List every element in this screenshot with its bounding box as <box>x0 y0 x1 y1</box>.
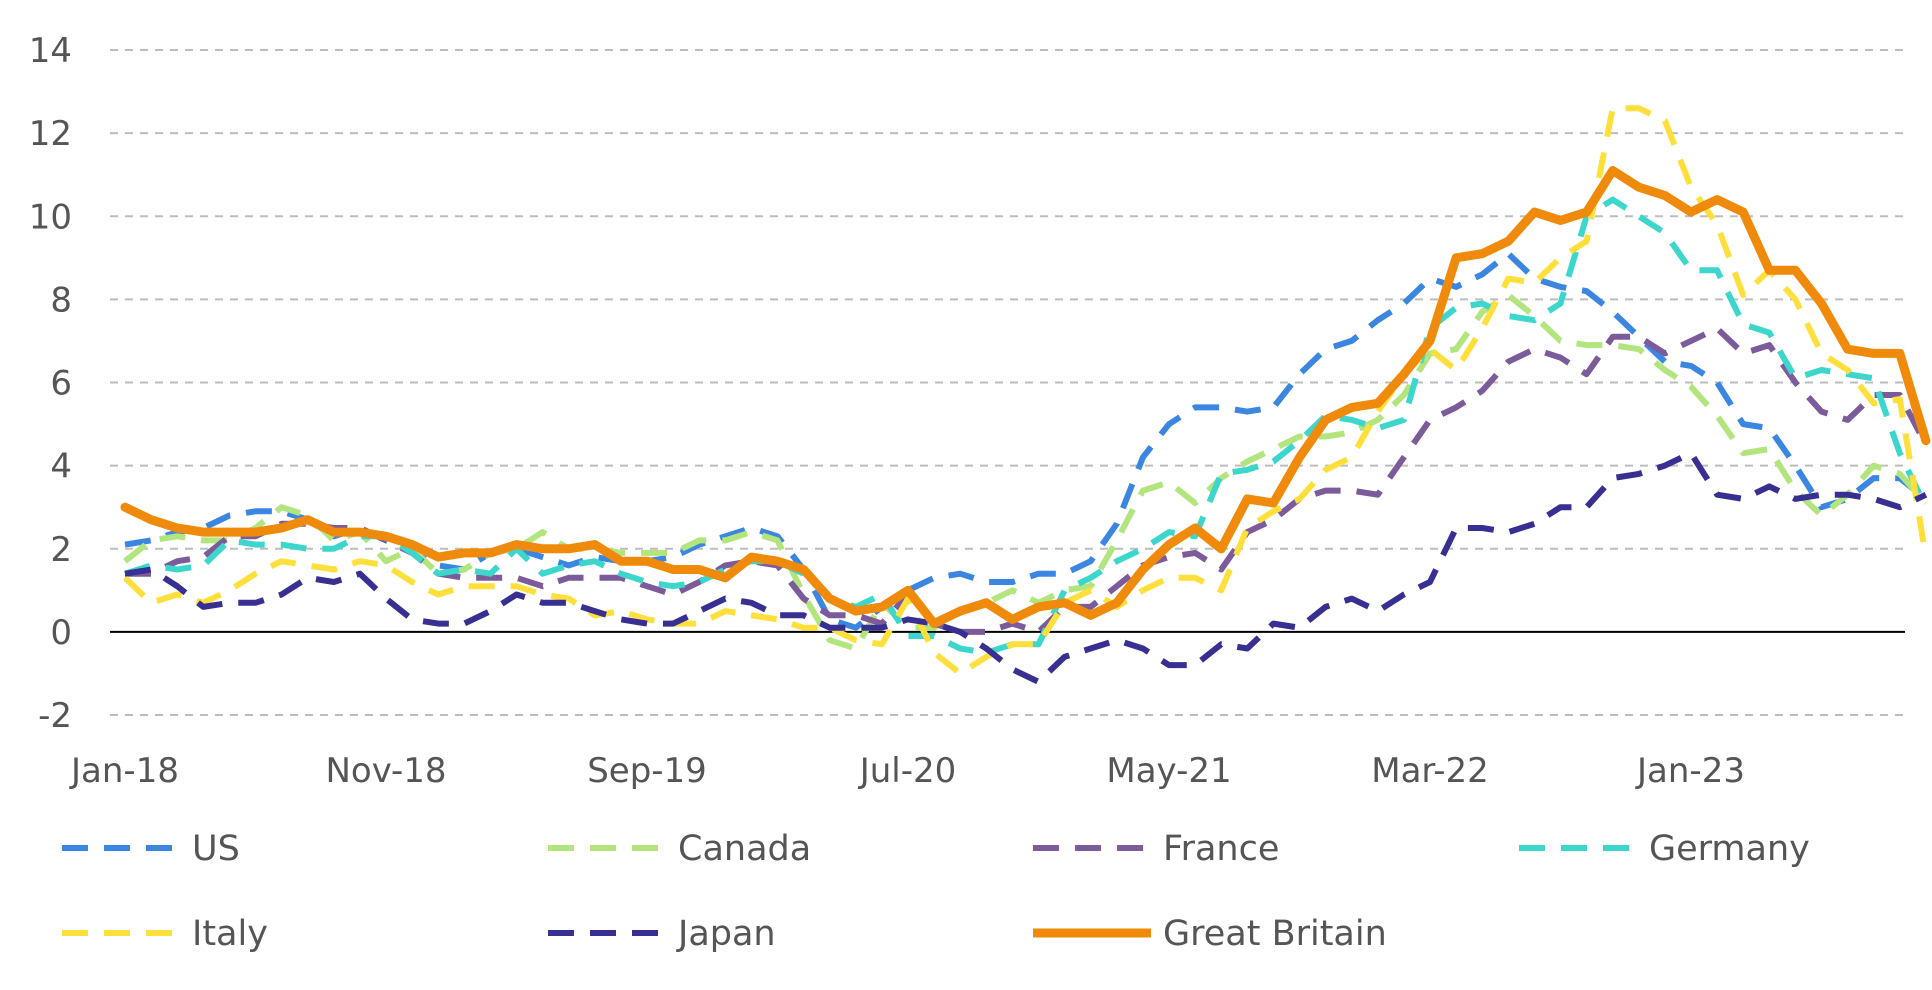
legend-item-italy: Italy <box>62 914 268 954</box>
y-tick-label: 14 <box>29 31 72 71</box>
x-tick-label: Jan-23 <box>1635 751 1745 791</box>
legend-label: France <box>1163 829 1279 869</box>
legend-label: Germany <box>1649 829 1810 869</box>
series-line-france <box>125 325 1929 635</box>
legend-label: Japan <box>676 914 776 954</box>
y-tick-label: 2 <box>50 530 72 570</box>
y-tick-label: 10 <box>29 197 72 237</box>
y-tick-label: 0 <box>50 613 72 653</box>
y-tick-label: -2 <box>38 696 72 736</box>
x-tick-label: Mar-22 <box>1371 751 1489 791</box>
legend-item-japan: Japan <box>548 914 776 954</box>
x-tick-label: Sep-19 <box>587 751 707 791</box>
series-line-italy <box>122 105 1929 677</box>
legend-item-us: US <box>62 829 240 869</box>
y-tick-label: 4 <box>50 447 72 487</box>
y-tick-label: 8 <box>50 280 72 320</box>
y-axis: -2 0 2 4 6 8 10 12 14 <box>29 31 72 736</box>
legend-item-canada: Canada <box>548 829 811 869</box>
series-lines <box>120 105 1931 685</box>
x-axis: Jan-18 Nov-18 Sep-19 Jul-20 May-21 Mar-22 Jan-… <box>69 751 1745 791</box>
series-line-japan <box>124 450 1928 685</box>
legend-label: US <box>192 829 240 869</box>
x-tick-label: Jan-18 <box>69 751 179 791</box>
x-tick-label: May-21 <box>1106 751 1231 791</box>
legend-item-germany: Germany <box>1519 829 1810 869</box>
series-line-canada <box>123 292 1929 652</box>
series-line-great-britain <box>120 166 1931 629</box>
x-tick-label: Nov-18 <box>326 751 447 791</box>
y-tick-label: 12 <box>29 114 72 154</box>
legend-label: Great Britain <box>1163 914 1387 954</box>
legend-item-great-britain: Great Britain <box>1033 914 1387 954</box>
legend: US Canada France Germany Italy Japan Great Bri… <box>62 829 1810 954</box>
legend-label: Italy <box>192 914 268 954</box>
gridlines <box>110 49 1905 716</box>
series-line-germany <box>124 196 1929 656</box>
legend-label: Canada <box>678 829 811 869</box>
legend-item-france: France <box>1033 829 1279 869</box>
y-tick-label: 6 <box>50 364 72 404</box>
x-tick-label: Jul-20 <box>858 751 957 791</box>
